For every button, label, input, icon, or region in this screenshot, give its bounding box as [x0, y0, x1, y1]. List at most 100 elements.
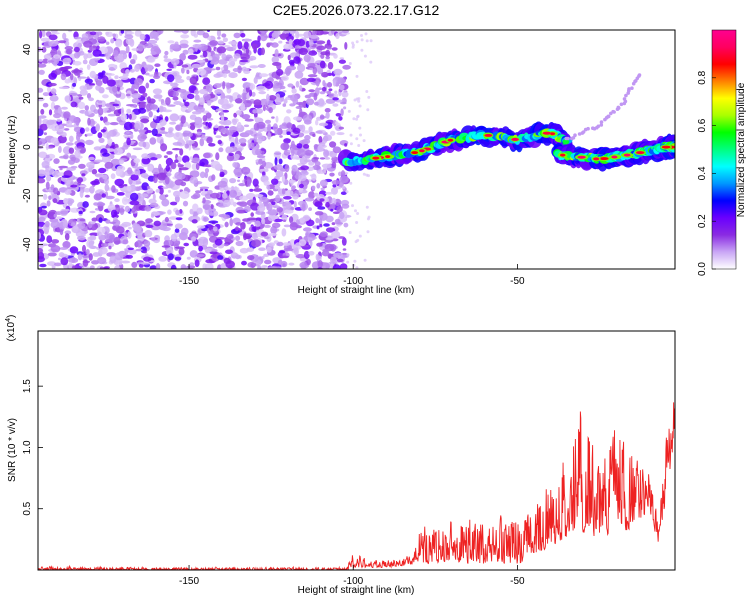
heatmap-noise-cell — [199, 138, 205, 147]
heatmap-noise-cell — [101, 193, 106, 198]
heatmap-noise-cell — [229, 189, 237, 198]
heatmap-noise-cell — [178, 247, 185, 256]
heatmap-noise-cell — [51, 32, 60, 35]
heatmap-noise-cell — [227, 146, 234, 152]
heatmap-noise-cell — [98, 137, 105, 143]
heatmap-noise-cell — [192, 146, 196, 149]
heatmap-noise-cell — [235, 226, 239, 232]
heatmap-noise-cell — [151, 237, 156, 242]
heatmap-noise-cell — [280, 255, 289, 259]
heatmap-noise-cell — [186, 69, 190, 75]
heatmap-streak-cell — [586, 126, 590, 131]
heatmap-noise-cell — [319, 231, 328, 237]
heatmap-noise-cell — [218, 147, 224, 153]
heatmap-noise-cell — [285, 69, 291, 76]
heatmap-noise-cell — [143, 240, 151, 247]
heatmap-noise-cell — [207, 122, 212, 128]
heatmap-noise-cell — [130, 174, 139, 181]
heatmap-noise-cell — [111, 141, 115, 148]
heatmap-noise-cell — [253, 76, 258, 84]
heatmap-noise-cell — [78, 163, 86, 169]
heatmap-noise-cell — [349, 142, 353, 146]
heatmap-noise-cell — [208, 206, 213, 216]
y-tick-label: 1.5 — [22, 379, 33, 393]
heatmap-noise-cell — [114, 75, 119, 80]
heatmap-noise-cell — [166, 172, 172, 177]
heatmap-noise-cell — [298, 85, 303, 92]
heatmap-noise-cell — [151, 167, 161, 175]
heatmap-noise-cell — [331, 161, 337, 169]
heatmap-noise-cell — [258, 158, 263, 165]
heatmap-noise-cell — [253, 188, 263, 192]
heatmap-noise-cell — [48, 82, 57, 87]
heatmap-noise-cell — [79, 127, 85, 134]
heatmap-noise-cell — [200, 172, 206, 178]
heatmap-noise-cell — [166, 151, 173, 155]
heatmap-noise-cell — [70, 184, 78, 188]
heatmap-noise-cell — [113, 236, 121, 245]
heatmap-noise-cell — [58, 86, 69, 90]
heatmap-noise-cell — [129, 68, 135, 73]
heatmap-noise-cell — [282, 242, 291, 246]
heatmap-noise-cell — [204, 193, 212, 199]
heatmap-noise-cell — [161, 198, 170, 207]
heatmap-noise-cell — [341, 91, 349, 98]
heatmap-noise-cell — [304, 197, 315, 202]
heatmap-noise-cell — [115, 40, 123, 48]
heatmap-noise-cell — [317, 144, 324, 152]
heatmap-noise-cell — [271, 84, 281, 89]
heatmap-noise-cell — [131, 84, 135, 93]
heatmap-noise-cell — [161, 245, 171, 248]
heatmap-noise-cell — [217, 36, 221, 40]
heatmap-noise-cell — [221, 33, 227, 38]
heatmap-noise-cell — [191, 236, 197, 242]
heatmap-noise-cell — [325, 237, 334, 241]
heatmap-noise-cell — [105, 41, 110, 45]
heatmap-noise-cell — [101, 70, 106, 76]
heatmap-noise-cell — [105, 103, 112, 107]
heatmap-noise-cell — [331, 203, 336, 210]
heatmap-noise-cell — [191, 157, 200, 163]
heatmap-noise-cell — [180, 227, 189, 236]
heatmap-noise-cell — [279, 33, 288, 38]
heatmap-noise-cell — [302, 114, 313, 123]
heatmap-noise-cell — [282, 201, 292, 210]
heatmap-noise-cell — [315, 40, 326, 45]
heatmap-noise-cell — [359, 133, 362, 137]
heatmap-noise-cell — [290, 140, 295, 149]
colorbar-tick-label: 0.8 — [697, 70, 708, 84]
heatmap-noise-cell — [306, 77, 316, 82]
heatmap-noise-cell — [279, 250, 286, 254]
heatmap-noise-cell — [342, 30, 349, 34]
heatmap-noise-cell — [277, 259, 283, 265]
heatmap-noise-cell — [297, 39, 306, 47]
heatmap-noise-cell — [152, 88, 162, 95]
heatmap-noise-cell — [64, 46, 74, 51]
heatmap-noise-cell — [228, 72, 238, 79]
heatmap-noise-cell — [291, 148, 295, 156]
heatmap-noise-cell — [145, 224, 154, 229]
heatmap-noise-cell — [167, 189, 171, 193]
heatmap-noise-cell — [271, 201, 276, 206]
heatmap-noise-cell — [322, 248, 330, 252]
heatmap-noise-cell — [332, 264, 341, 269]
heatmap-noise-cell — [130, 192, 139, 202]
heatmap-noise-cell — [142, 141, 147, 148]
heatmap-noise-cell — [276, 206, 284, 213]
heatmap-noise-cell — [274, 157, 278, 166]
heatmap-noise-cell — [172, 72, 178, 77]
heatmap-noise-cell — [182, 49, 189, 55]
heatmap-noise-cell — [67, 159, 76, 165]
heatmap-noise-cell — [107, 113, 117, 117]
heatmap-noise-cell — [64, 95, 72, 103]
heatmap-noise-cell — [351, 204, 354, 208]
heatmap-noise-cell — [281, 188, 286, 195]
heatmap-noise-cell — [282, 103, 287, 107]
heatmap-noise-cell — [318, 136, 323, 144]
heatmap-noise-cell — [246, 179, 251, 187]
heatmap-noise-cell — [287, 54, 291, 61]
heatmap-noise-cell — [126, 93, 131, 97]
heatmap-noise-cell — [173, 190, 181, 198]
heatmap-noise-cell — [112, 103, 120, 107]
